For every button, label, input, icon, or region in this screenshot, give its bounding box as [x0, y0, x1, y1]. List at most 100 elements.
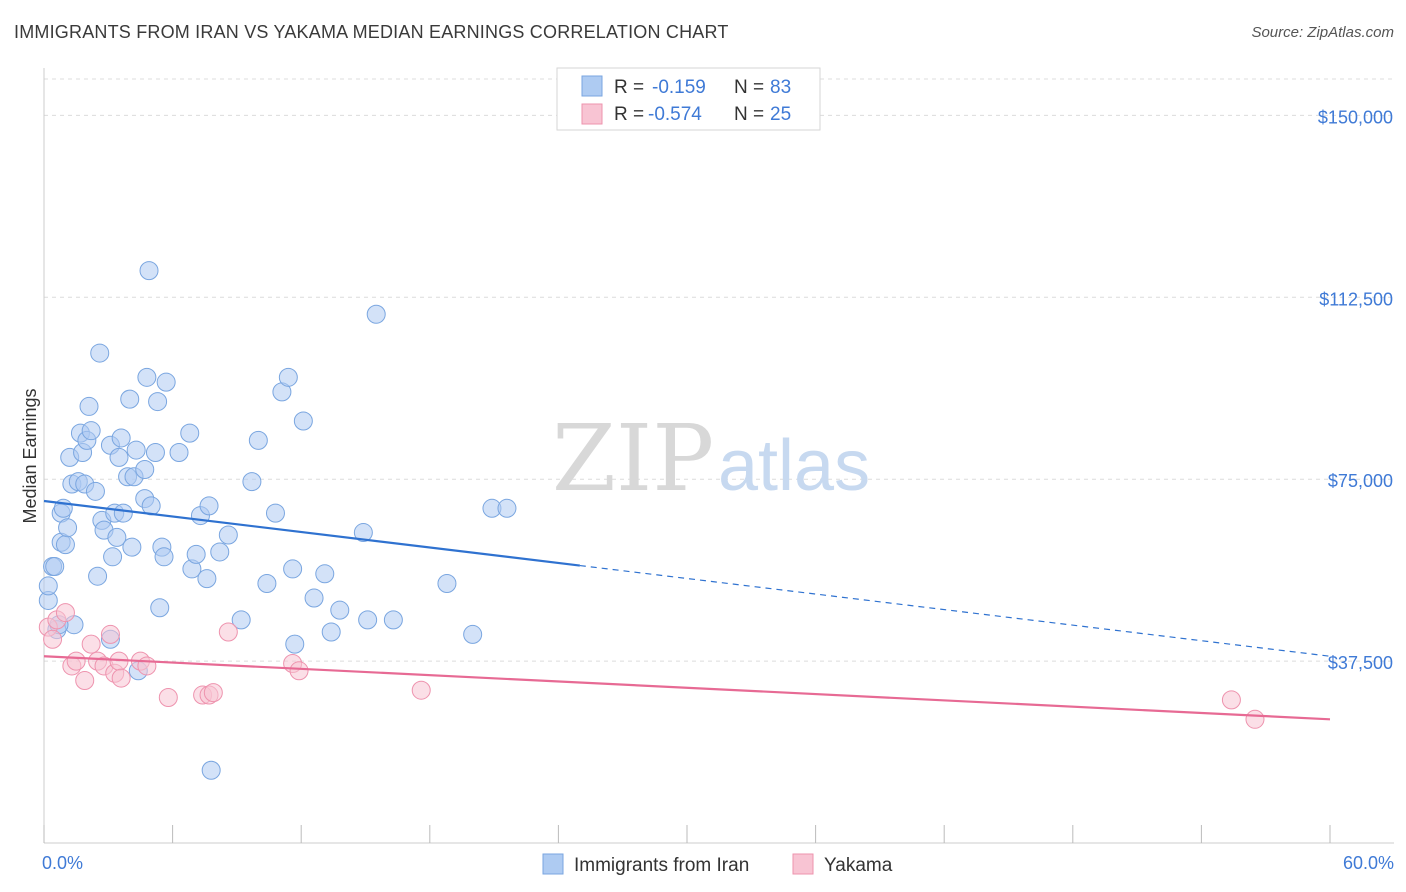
series-legend: Immigrants from Iran Yakama	[542, 853, 893, 876]
iran-point	[109, 447, 129, 467]
legend-swatch-iran	[581, 75, 603, 97]
x-tick-labels: 0.0% 60.0%	[42, 853, 1394, 873]
iran-point	[210, 542, 230, 562]
iran-point	[257, 573, 277, 593]
chart-title: IMMIGRANTS FROM IRAN VS YAKAMA MEDIAN EA…	[14, 22, 729, 42]
iran-point	[293, 411, 313, 431]
iran-trend-extension	[579, 564, 1331, 657]
iran-point	[242, 472, 262, 492]
iran-point	[358, 610, 378, 630]
iran-point	[199, 496, 219, 516]
yakama-point	[111, 668, 131, 688]
iran-point	[201, 760, 221, 780]
iran-point	[79, 396, 99, 416]
iran-point	[169, 443, 189, 463]
iran-point	[497, 498, 517, 518]
yakama-point	[75, 670, 95, 690]
legend-r-label-iran: R =	[614, 77, 644, 98]
yakama-point	[66, 651, 86, 671]
bottom-legend-label-yakama: Yakama	[824, 855, 893, 876]
y-tick-labels: $37,500 $75,000 $112,500 $150,000	[1318, 107, 1393, 673]
iran-point	[218, 525, 238, 545]
source-label: Source: ZipAtlas.com	[1251, 24, 1394, 41]
iran-point	[113, 503, 133, 523]
iran-point	[90, 343, 110, 363]
iran-point	[186, 544, 206, 564]
yakama-point	[411, 680, 431, 700]
iran-point	[45, 557, 65, 577]
bottom-legend-label-iran: Immigrants from Iran	[574, 855, 749, 876]
iran-point	[283, 559, 303, 579]
iran-point	[330, 600, 350, 620]
iran-point	[463, 624, 483, 644]
yakama-point	[289, 661, 309, 681]
iran-point	[180, 423, 200, 443]
iran-point	[265, 503, 285, 523]
yakama-point	[203, 683, 223, 703]
iran-point	[304, 588, 324, 608]
iran-point	[197, 569, 217, 589]
iran-point	[58, 518, 78, 538]
iran-point	[231, 610, 251, 630]
bottom-legend-swatch-iran	[542, 853, 564, 875]
iran-point	[122, 537, 142, 557]
iran-point	[321, 622, 341, 642]
yakama-point	[218, 622, 238, 642]
trend-lines	[43, 499, 1331, 721]
legend-r-value-iran: -0.159	[652, 77, 706, 98]
iran-point	[150, 598, 170, 618]
iran-point	[154, 547, 174, 567]
iran-point	[81, 421, 101, 441]
iran-point	[353, 523, 373, 543]
iran-point	[88, 566, 108, 586]
yakama-point	[81, 634, 101, 654]
legend-r-label-yakama: R =	[614, 104, 644, 125]
iran-point	[383, 610, 403, 630]
legend-n-label-yakama: N =	[734, 104, 764, 125]
y-tick-label: $150,000	[1318, 107, 1393, 127]
x-tick-label: 60.0%	[1343, 853, 1394, 873]
iran-point	[139, 261, 159, 281]
watermark-zip: ZIP	[552, 405, 714, 512]
y-tick-label: $37,500	[1328, 653, 1393, 673]
iran-point	[278, 367, 298, 387]
iran-point	[315, 564, 335, 584]
y-tick-label: $75,000	[1328, 471, 1393, 491]
iran-point	[103, 547, 123, 567]
iran-point	[137, 367, 157, 387]
iran-point	[135, 459, 155, 479]
watermark-atlas: atlas	[718, 426, 870, 506]
bottom-legend-swatch-yakama	[792, 853, 814, 875]
x-tick-label: 0.0%	[42, 853, 83, 873]
iran-point	[111, 428, 131, 448]
legend-r-value-yakama: -0.574	[648, 104, 702, 125]
iran-point	[85, 481, 105, 501]
iran-point	[120, 389, 140, 409]
yakama-trend-line	[43, 655, 1331, 721]
iran-point	[107, 527, 127, 547]
iran-point	[366, 304, 386, 324]
data-points	[38, 261, 1265, 780]
yakama-point	[100, 624, 120, 644]
legend-swatch-yakama	[581, 103, 603, 125]
legend-n-label-iran: N =	[734, 77, 764, 98]
iran-point	[148, 392, 168, 412]
legend-n-value-iran: 83	[770, 77, 791, 98]
y-axis-label: Median Earnings	[20, 388, 40, 523]
legend-n-value-yakama: 25	[770, 104, 791, 125]
correlation-legend: R = -0.159 N = 83 R = -0.574 N = 25	[556, 67, 821, 131]
iran-point	[55, 535, 75, 555]
yakama-point	[158, 687, 178, 707]
iran-point	[156, 372, 176, 392]
iran-trend-line	[43, 499, 580, 567]
iran-point	[248, 430, 268, 450]
axes	[43, 68, 1394, 844]
iran-point	[126, 440, 146, 460]
yakama-point	[1221, 690, 1241, 710]
iran-point	[437, 573, 457, 593]
grid-lines	[44, 78, 1394, 662]
iran-point	[38, 576, 58, 596]
y-tick-label: $112,500	[1319, 289, 1393, 309]
iran-point	[285, 634, 305, 654]
